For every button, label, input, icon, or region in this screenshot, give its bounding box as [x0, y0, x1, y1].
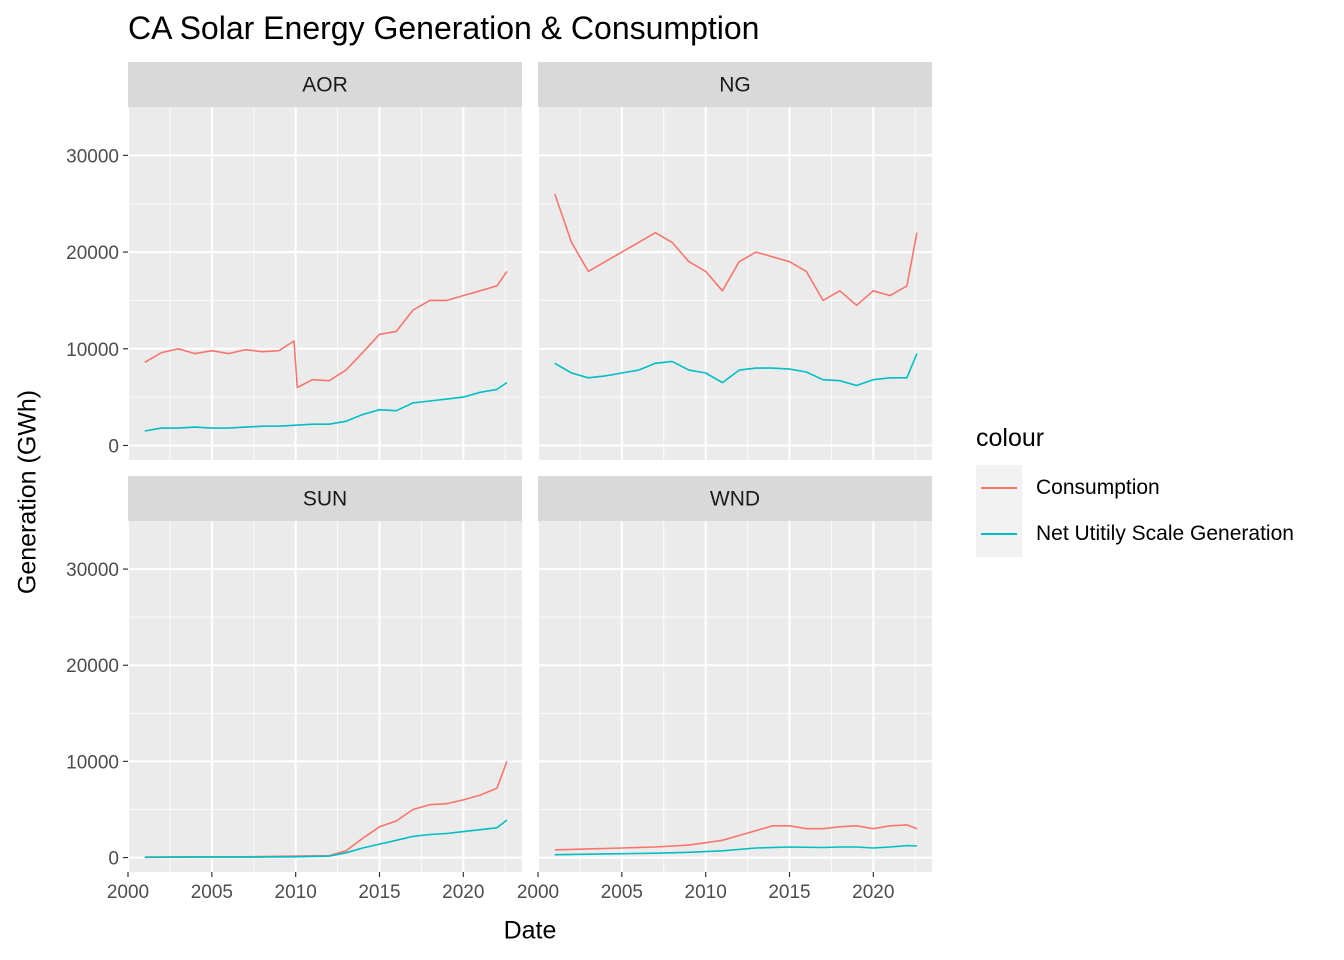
series-line-ng-generation — [554, 353, 918, 387]
facet-strip-label-aor: AOR — [302, 74, 348, 97]
y-tick-label: 30000 — [66, 560, 119, 581]
x-tick-label: 2015 — [768, 882, 810, 903]
legend-item-consumption: Consumption — [976, 465, 1294, 511]
x-tick-label: 2020 — [442, 882, 484, 903]
consumption-swatch — [981, 487, 1017, 489]
y-tick-label: 20000 — [66, 243, 119, 264]
y-tick-label: 10000 — [66, 752, 119, 773]
facet-strip-label-sun: SUN — [303, 488, 347, 511]
legend-item-generation: Net Utitily Scale Generation — [976, 511, 1294, 557]
x-tick-label: 2010 — [275, 882, 317, 903]
facet-strip-ng — [538, 62, 932, 107]
chart-title: CA Solar Energy Generation & Consumption — [128, 10, 760, 46]
y-tick-label: 0 — [108, 436, 119, 457]
panel-background-aor — [128, 107, 522, 460]
facet-strip-wnd — [538, 476, 932, 521]
legend-title: colour — [976, 424, 1045, 452]
x-tick-label: 2000 — [517, 882, 559, 903]
series-line-sun-generation — [144, 819, 508, 859]
series-line-ng-consumption — [554, 193, 918, 307]
x-tick-label: 2000 — [107, 882, 149, 903]
legend-label-generation: Net Utitily Scale Generation — [1036, 522, 1294, 545]
facet-strip-label-ng: NG — [719, 74, 751, 97]
legend-key-generation — [976, 511, 1022, 557]
facet-strip-aor — [128, 62, 522, 107]
y-tick-label: 30000 — [66, 146, 119, 167]
legend-key-consumption — [976, 465, 1022, 511]
series-line-aor-generation — [144, 381, 508, 432]
panel-background-wnd — [538, 521, 932, 872]
x-tick-label: 2020 — [852, 882, 894, 903]
y-tick-label: 10000 — [66, 340, 119, 361]
x-tick-label: 2005 — [191, 882, 233, 903]
legend-label-consumption: Consumption — [1036, 476, 1160, 499]
series-line-wnd-generation — [554, 844, 917, 856]
y-tick-label: 0 — [108, 849, 119, 870]
y-tick-label: 20000 — [66, 656, 119, 677]
panel-background-sun — [128, 521, 522, 872]
x-tick-label: 2010 — [685, 882, 727, 903]
series-line-aor-consumption — [144, 270, 508, 389]
facet-strip-sun — [128, 476, 522, 521]
x-tick-label: 2015 — [358, 882, 400, 903]
x-tick-label: 2005 — [601, 882, 643, 903]
series-line-wnd-consumption — [554, 824, 918, 851]
legend: colour Consumption Net Utitily Scale Gen… — [976, 424, 1294, 557]
x-axis-label: Date — [503, 916, 557, 945]
panel-background-ng — [538, 107, 932, 460]
generation-swatch — [981, 533, 1017, 535]
facet-strip-label-wnd: WND — [710, 488, 760, 511]
